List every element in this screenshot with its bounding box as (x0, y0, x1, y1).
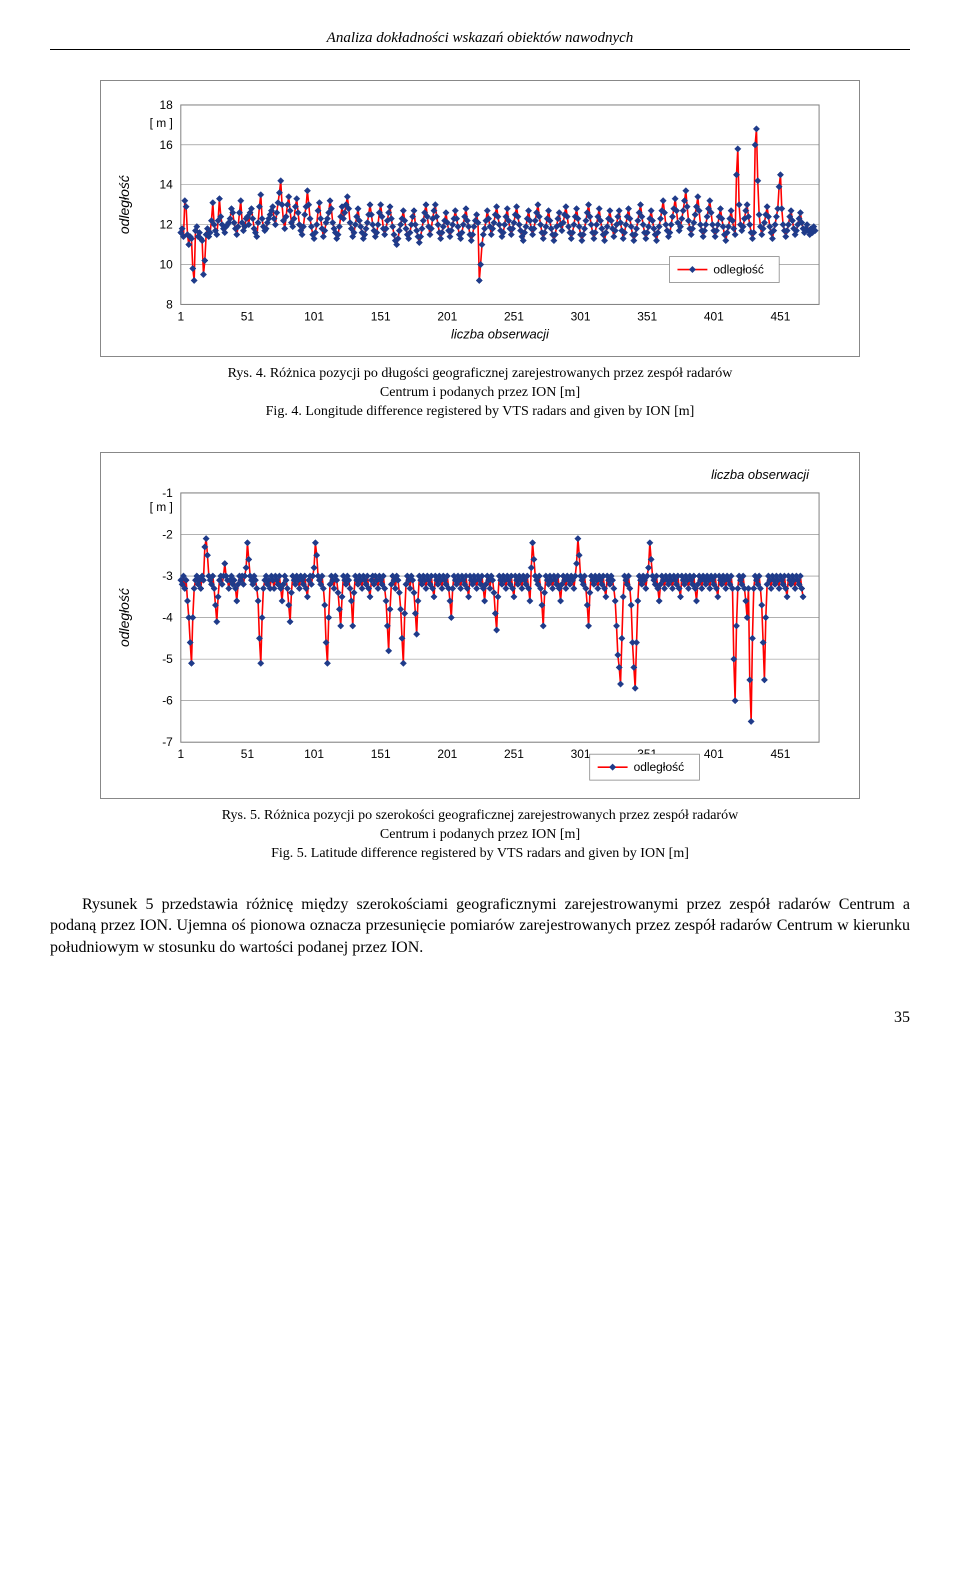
svg-text:101: 101 (304, 309, 324, 323)
svg-text:odległość: odległość (713, 263, 764, 277)
svg-text:201: 201 (437, 309, 457, 323)
caption-1-line3: Fig. 4. Longitude difference registered … (266, 404, 695, 419)
svg-text:1: 1 (177, 309, 184, 323)
svg-text:-4: -4 (162, 611, 173, 625)
svg-text:8: 8 (166, 297, 173, 311)
svg-text:1: 1 (177, 747, 184, 761)
svg-text:12: 12 (160, 218, 174, 232)
svg-text:[ m ]: [ m ] (150, 116, 173, 130)
svg-text:301: 301 (571, 309, 591, 323)
svg-text:451: 451 (770, 309, 790, 323)
svg-text:18: 18 (160, 98, 174, 112)
svg-text:51: 51 (241, 309, 255, 323)
caption-1-line1: Rys. 4. Różnica pozycji po długości geog… (228, 366, 733, 381)
svg-text:251: 251 (504, 309, 524, 323)
svg-text:odległość: odległość (116, 175, 132, 234)
svg-text:101: 101 (304, 747, 324, 761)
caption-1-line2: Centrum i podanych przez ION [m] (380, 385, 580, 400)
body-paragraph: Rysunek 5 przedstawia różnicę między sze… (50, 894, 910, 959)
svg-text:odległość: odległość (634, 760, 685, 774)
svg-text:-7: -7 (162, 735, 173, 749)
chart-1-svg: 81012141618151101151201251301351401451[ … (111, 91, 849, 350)
chart-1: 81012141618151101151201251301351401451[ … (100, 80, 860, 357)
svg-text:16: 16 (160, 138, 174, 152)
svg-text:151: 151 (371, 747, 391, 761)
svg-text:451: 451 (770, 747, 790, 761)
svg-text:10: 10 (160, 258, 174, 272)
svg-text:351: 351 (637, 309, 657, 323)
svg-text:liczba obserwacji: liczba obserwacji (711, 467, 810, 482)
svg-text:201: 201 (437, 747, 457, 761)
svg-text:-3: -3 (162, 569, 173, 583)
page-number: 35 (50, 1009, 910, 1027)
svg-text:14: 14 (160, 178, 174, 192)
svg-text:-2: -2 (162, 527, 173, 541)
svg-text:301: 301 (571, 747, 591, 761)
chart-2: -7-6-5-4-3-2-115110115120125130135140145… (100, 452, 860, 799)
svg-text:-1: -1 (162, 486, 173, 500)
caption-1: Rys. 4. Różnica pozycji po długości geog… (50, 365, 910, 422)
svg-text:401: 401 (704, 747, 724, 761)
svg-text:-5: -5 (162, 652, 173, 666)
svg-text:[ m ]: [ m ] (150, 500, 173, 514)
svg-text:-6: -6 (162, 694, 173, 708)
caption-2-line2: Centrum i podanych przez ION [m] (380, 827, 580, 842)
svg-text:odległość: odległość (116, 588, 132, 647)
caption-2-line3: Fig. 5. Latitude difference registered b… (271, 846, 689, 861)
svg-text:51: 51 (241, 747, 255, 761)
caption-2-line1: Rys. 5. Różnica pozycji po szerokości ge… (222, 808, 738, 823)
caption-2: Rys. 5. Różnica pozycji po szerokości ge… (50, 807, 910, 864)
svg-text:151: 151 (371, 309, 391, 323)
svg-text:401: 401 (704, 309, 724, 323)
svg-text:liczba obserwacji: liczba obserwacji (451, 326, 550, 341)
svg-text:251: 251 (504, 747, 524, 761)
page-header: Analiza dokładności wskazań obiektów naw… (50, 30, 910, 50)
chart-2-svg: -7-6-5-4-3-2-115110115120125130135140145… (111, 463, 849, 792)
